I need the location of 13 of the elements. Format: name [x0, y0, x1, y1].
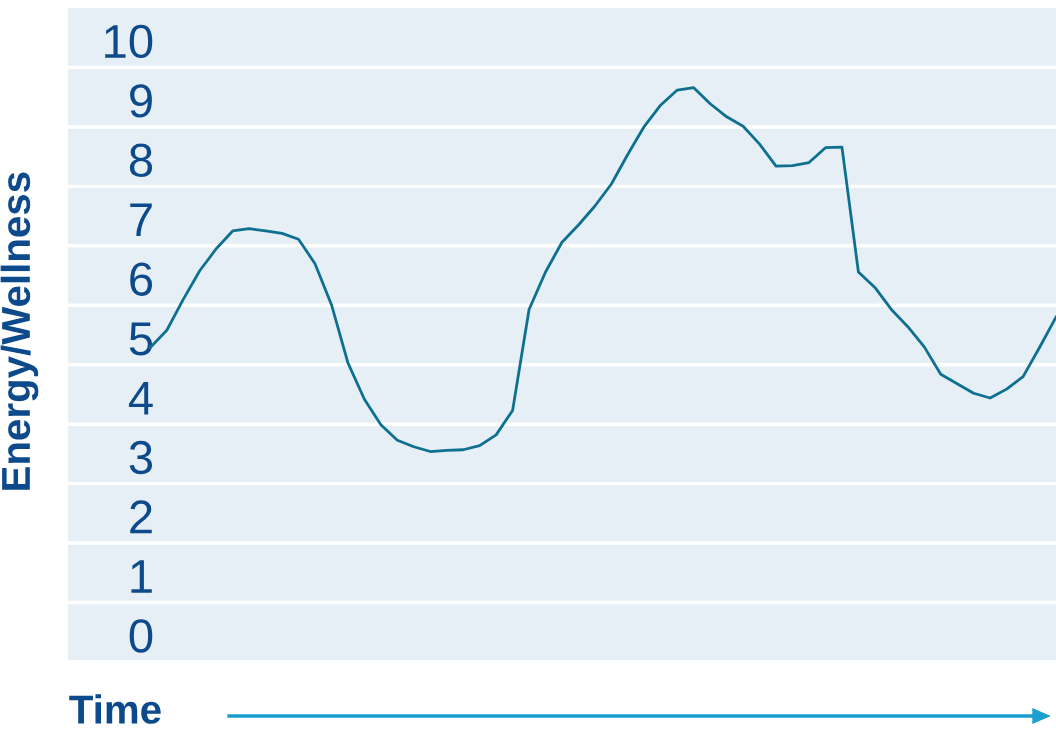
y-tick-label: 8: [129, 143, 153, 178]
y-tick-label: 7: [130, 203, 152, 237]
y-tick-label: 5: [129, 322, 153, 356]
y-tick-label: 3: [129, 440, 153, 475]
y-axis-title: Energy/Wellness: [0, 172, 39, 490]
x-axis-title: Time: [69, 694, 161, 724]
y-tick-label: 2: [130, 500, 152, 534]
y-tick-label: 9: [130, 84, 152, 118]
y-tick-label: 4: [128, 381, 153, 415]
y-tick-label: 6: [130, 262, 153, 296]
y-tick-label: 1: [131, 560, 152, 593]
y-tick-label: 10: [105, 24, 153, 59]
y-tick-label: 0: [129, 619, 153, 653]
